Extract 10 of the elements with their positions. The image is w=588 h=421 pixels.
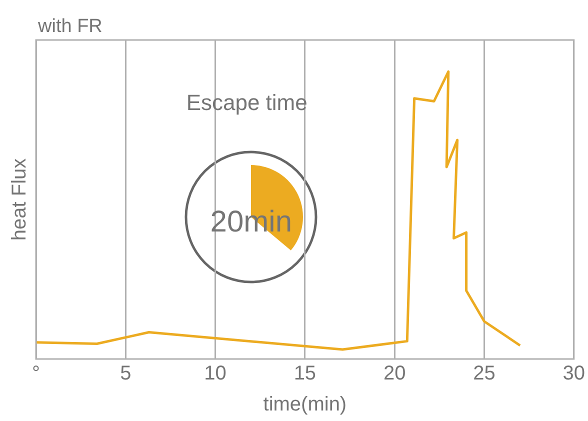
- x-tick-label: 5: [120, 362, 132, 385]
- x-tick-label: 15: [294, 362, 316, 385]
- chart-title: with FR: [37, 16, 102, 37]
- x-axis-title: time(min): [263, 394, 347, 416]
- x-tick-label: 30: [562, 362, 585, 385]
- x-tick-label: 10: [204, 362, 226, 385]
- y-axis-title: heat Flux: [8, 158, 31, 241]
- x-tick-label: 20: [383, 362, 406, 385]
- x-tick-label: 25: [473, 362, 496, 385]
- x-tick-label: °: [32, 362, 40, 385]
